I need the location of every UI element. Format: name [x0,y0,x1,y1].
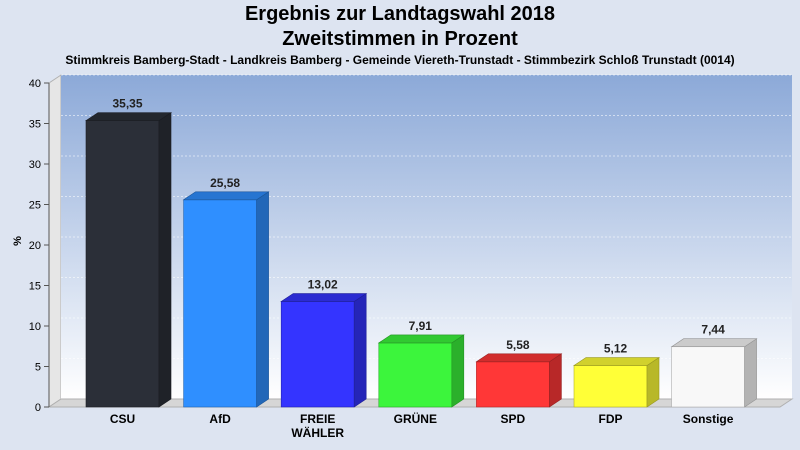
bar [573,356,660,408]
y-tick-label: 20 [29,240,41,252]
bar-value-label: 25,58 [210,176,240,190]
x-category-label: CSU [110,412,135,426]
y-tick-label: 10 [29,321,41,333]
chart-subtitle: Stimmkreis Bamberg-Stadt - Landkreis Bam… [65,53,735,67]
bar-value-label: 13,02 [308,278,338,292]
y-axis-ticks: 0 5 10 15 20 25 30 35 40 [29,78,49,414]
x-axis-labels: CSU AfD FREIE WÄHLER GRÜNE SPD FDP Sonstige [110,411,734,440]
bar [85,112,172,408]
y-tick-label: 15 [29,281,41,293]
bar-value-label: 7,44 [701,323,725,337]
bar [280,292,368,408]
y-tick-label: 40 [29,78,41,90]
bar-value-label: 5,12 [604,342,628,356]
bar-value-label: 5,58 [506,338,530,352]
y-tick-label: 0 [35,402,41,414]
y-tick-label: 30 [29,159,41,171]
x-category-label: AfD [209,412,231,426]
x-category-label: FREIE WÄHLER [291,412,344,440]
bar [377,334,465,408]
bar-value-label: 7,91 [409,319,433,333]
y-tick-label: 35 [29,119,41,131]
bar [670,338,758,408]
x-category-label: Sonstige [683,412,734,426]
y-tick-label: 25 [29,200,41,212]
bars: 35,35 25,58 13,02 7,91 5,58 5,12 7,44 [85,97,758,408]
y-tick-label: 5 [35,362,41,374]
bar [182,191,270,408]
y-axis-label: % [12,236,24,246]
side-wall [48,74,62,408]
bar-value-label: 35,35 [112,97,142,111]
x-category-label: FDP [599,412,623,426]
x-category-label: SPD [501,412,526,426]
bar [475,353,563,408]
x-category-label: GRÜNE [394,411,437,426]
chart-title: Ergebnis zur Landtagswahl 2018 [244,3,556,25]
chart-title-2: Zweitstimmen in Prozent [282,28,518,50]
